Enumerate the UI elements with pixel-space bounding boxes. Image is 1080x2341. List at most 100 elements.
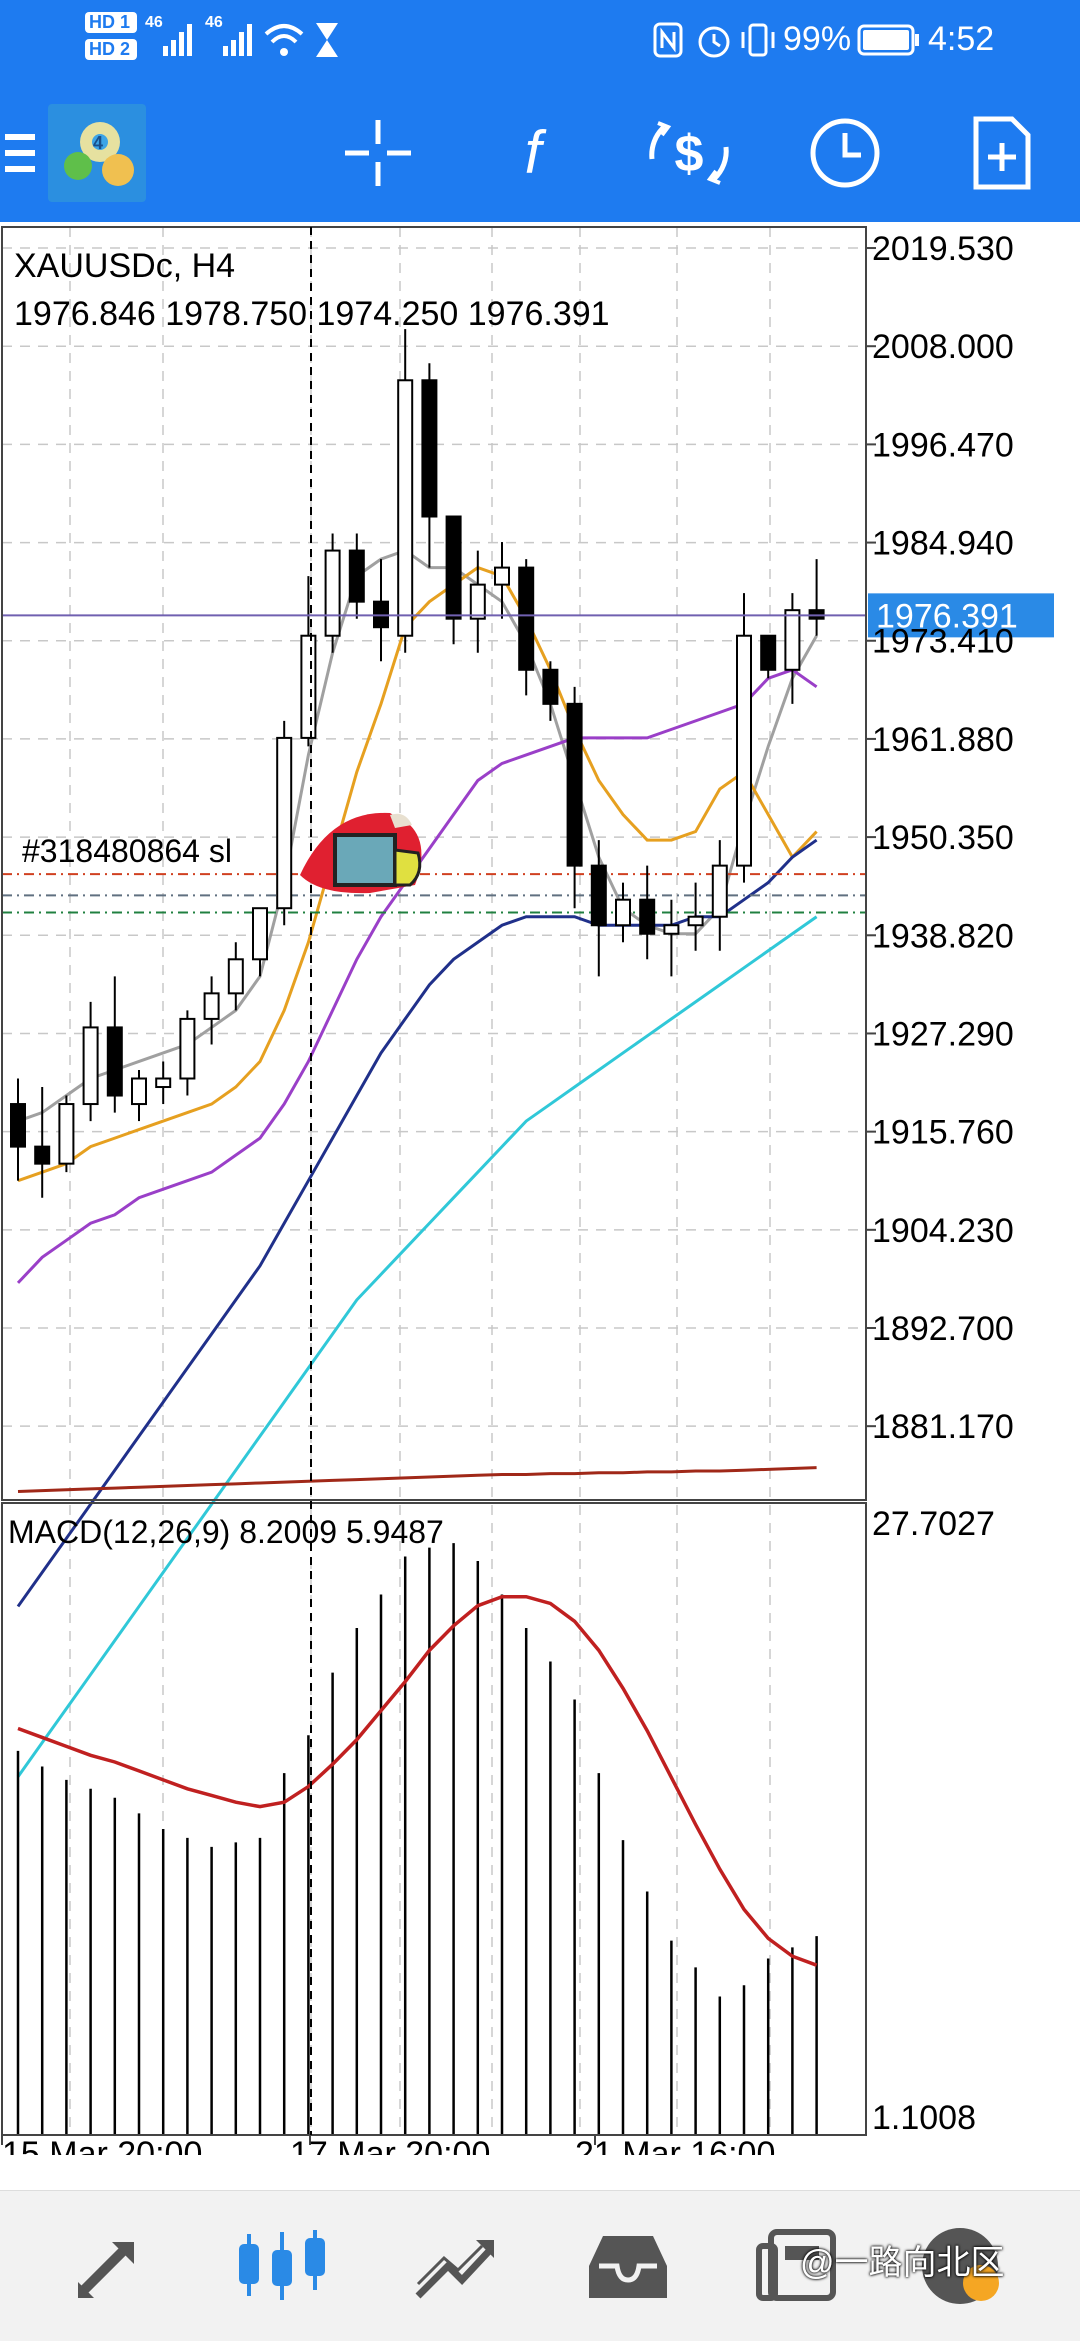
quotes-icon (78, 2242, 134, 2298)
current-price-badge (868, 593, 1054, 638)
candle-body (711, 864, 728, 918)
bottom-navigation (0, 2190, 1080, 2341)
moving-average-line (16, 838, 818, 1608)
current-price-label: 1976.391 (876, 597, 1018, 635)
macd-indicator (16, 1543, 818, 2135)
order-sticker-icon (300, 812, 422, 894)
nav-messages[interactable] (900, 2211, 1020, 2321)
trade-button[interactable]: $ (634, 98, 744, 208)
candle-body (687, 915, 704, 927)
candle-body (82, 1026, 99, 1106)
signal-1: 46 (145, 14, 195, 64)
candle-body (106, 1026, 123, 1097)
vibrate-icon (741, 23, 775, 57)
nav-trade[interactable] (395, 2211, 515, 2321)
axes: 2019.530 2008.000 1996.470 1984.940 1973.410… (1, 226, 1014, 2155)
y-tick-label: 1961.880 (872, 721, 1014, 759)
y-tick-label: 1996.470 (872, 426, 1014, 464)
candle-body (348, 549, 365, 603)
candle-body (34, 1145, 51, 1165)
alarm-icon (698, 26, 730, 58)
candle-body (203, 992, 220, 1020)
menu-icon (5, 134, 35, 172)
ohlc-label: 1976.846 1978.750 1974.250 1976.391 (14, 295, 610, 333)
moving-average-line (17, 1466, 817, 1493)
status-bar: HD 1 HD 2 46 46 99% (0, 0, 1080, 80)
current-price-line-group: 1976.391 (2, 593, 1054, 638)
candle-body (58, 1103, 75, 1165)
moving-average-line (17, 548, 818, 1123)
candle-body (590, 864, 607, 927)
y-tick-label: 1904.230 (872, 1212, 1014, 1250)
nav-history[interactable] (568, 2211, 688, 2321)
candle-body (615, 898, 631, 927)
messages-icon (922, 2228, 999, 2304)
app-logo-button[interactable]: 4 (42, 98, 152, 208)
candle-body (155, 1077, 172, 1089)
nav-chart[interactable] (222, 2211, 342, 2321)
app-logo: 4 (48, 104, 146, 202)
clock-icon (810, 118, 880, 188)
period-button[interactable] (790, 98, 900, 208)
clock-time: 4:52 (928, 20, 995, 58)
y-tick-label: 1881.170 (872, 1408, 1014, 1446)
history-icon (589, 2236, 667, 2298)
y-tick-label: 1892.700 (872, 1310, 1014, 1348)
battery-icon (857, 24, 919, 56)
battery-percent: 99% (783, 20, 852, 58)
indicators-button[interactable]: f (478, 98, 588, 208)
candle-body (324, 549, 341, 637)
candle-body (131, 1077, 147, 1106)
x-tick-label: 17 Mar 20:00 (290, 2135, 490, 2155)
moving-averages (16, 548, 818, 1778)
nav-news[interactable] (740, 2211, 860, 2321)
nav-quotes[interactable] (50, 2211, 170, 2321)
macd-y-tick-label: 27.7027 (872, 1505, 995, 1543)
grid (2, 227, 866, 2135)
candle-body (252, 907, 268, 961)
candle-body (663, 924, 680, 935)
symbol-label: XAUUSDc, H4 (14, 247, 235, 285)
macd-label: MACD(12,26,9) 8.2009 5.9487 (8, 1514, 444, 1550)
svg-text:f: f (525, 119, 547, 186)
y-tick-label: 1915.760 (872, 1114, 1014, 1152)
order-label: #318480864 sl (22, 833, 232, 869)
toolbar: 4 f $ (0, 80, 1080, 222)
y-tick-label: 1984.940 (872, 525, 1014, 563)
news-icon (756, 2229, 836, 2301)
sim-badges: HD 1 HD 2 (85, 12, 137, 60)
candle-body (469, 583, 486, 620)
y-tick-label: 1950.350 (872, 819, 1014, 857)
menu-button[interactable] (0, 98, 80, 208)
candle-body (300, 634, 317, 739)
price-chart[interactable]: 1976.391 2019.530 2008.000 1996.470 1984.94… (0, 225, 1080, 2155)
y-tick-label: 2008.000 (872, 328, 1014, 366)
new-order-button[interactable] (947, 98, 1057, 208)
y-tick-label: 2019.530 (872, 230, 1014, 268)
wifi-icon (264, 24, 304, 56)
x-tick-label: 15 Mar 20:00 (2, 2135, 202, 2155)
candle-body (421, 379, 438, 518)
net2-label: 46 (205, 14, 223, 31)
candle-body (10, 1103, 26, 1148)
candle-body (445, 515, 462, 620)
trade-icon: $ (649, 121, 729, 185)
nfc-icon (653, 22, 683, 58)
crosshair-icon (345, 120, 411, 186)
candle-body (760, 634, 777, 671)
macd-signal-line (17, 1594, 818, 1967)
candles (10, 329, 825, 1198)
candle-body (179, 1017, 196, 1080)
candle-body (639, 898, 656, 935)
moving-average-line (16, 915, 818, 1778)
crosshair-button[interactable] (323, 98, 433, 208)
signal-bars-2-icon (223, 24, 252, 56)
y-tick-label: 1927.290 (872, 1015, 1014, 1053)
y-tick-label: 1973.410 (872, 623, 1014, 661)
signal-2: 46 (205, 14, 255, 64)
candle-body (227, 958, 244, 995)
candle-body (276, 736, 293, 910)
macd-y-tick-label: 1.1008 (872, 2099, 976, 2137)
net1-label: 46 (145, 14, 163, 31)
candle-body (784, 609, 801, 671)
